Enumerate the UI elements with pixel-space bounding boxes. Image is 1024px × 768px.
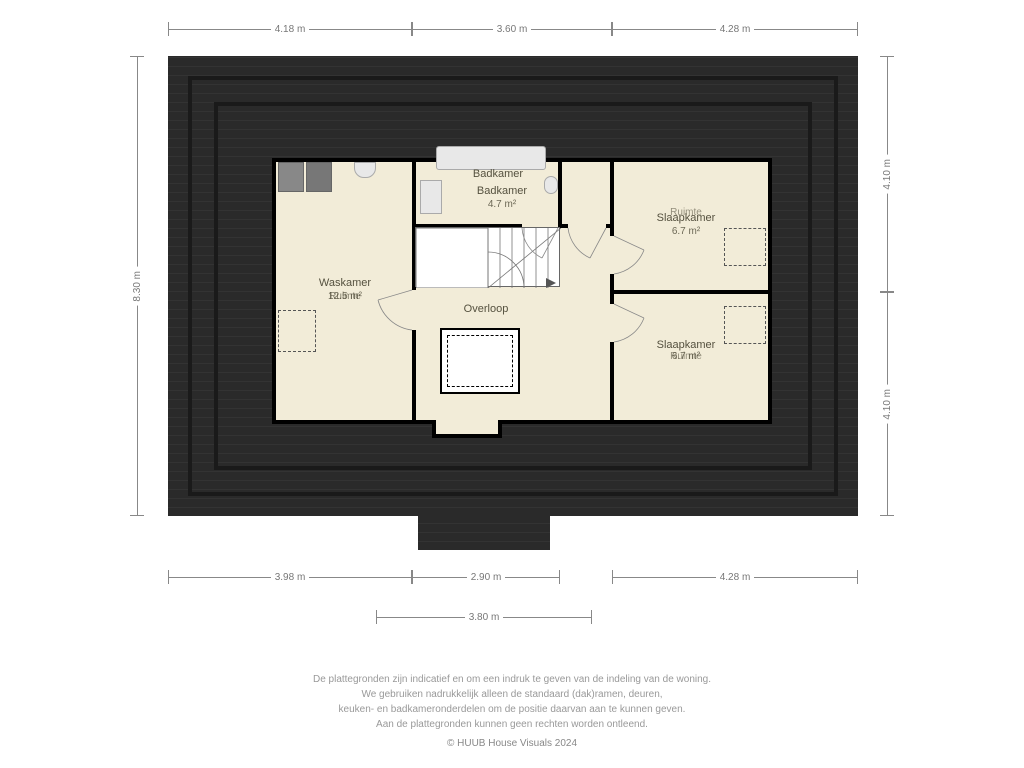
dim-top-2: 3.60 m [412,22,612,36]
dim-bot1-2: 2.90 m [412,570,560,584]
dryer [306,162,332,192]
dim-top-1: 4.18 m [168,22,412,36]
dim-right-1: 4.10 m [880,56,894,292]
toilet [544,176,558,194]
bath-sink [420,180,442,214]
stairwell [415,227,560,287]
door-gap-bed1 [610,236,614,274]
dim-bot1-3: 4.28 m [612,570,858,584]
skylight-bed2 [724,306,766,344]
roof-entry-extension [418,516,550,550]
void-opening [440,328,520,394]
dim-top-3: 4.28 m [612,22,858,36]
washer [278,162,304,192]
disclaimer-text: De plattegronden zijn indicatief en om e… [0,672,1024,732]
dim-left-1: 8.30 m [130,56,144,516]
door-gap-corridor [568,224,606,228]
door-gap-waskamer [412,290,416,330]
copyright-text: © HUUB House Visuals 2024 [0,738,1024,749]
skylight-bed1 [724,228,766,266]
entry-gap [436,418,498,426]
wall-bath-right [558,158,562,228]
dim-bot1-1: 3.98 m [168,570,412,584]
bathtub [436,146,546,170]
dim-bot2-1: 3.80 m [376,610,592,624]
dim-right-2: 4.10 m [880,292,894,516]
skylight-waskamer [278,310,316,352]
door-gap-bed2 [610,304,614,342]
floorplan-canvas: Waskamer 12.5 m² Ruimte Overloop Badkame… [0,0,1024,768]
wall-bedroom-split [610,290,772,294]
